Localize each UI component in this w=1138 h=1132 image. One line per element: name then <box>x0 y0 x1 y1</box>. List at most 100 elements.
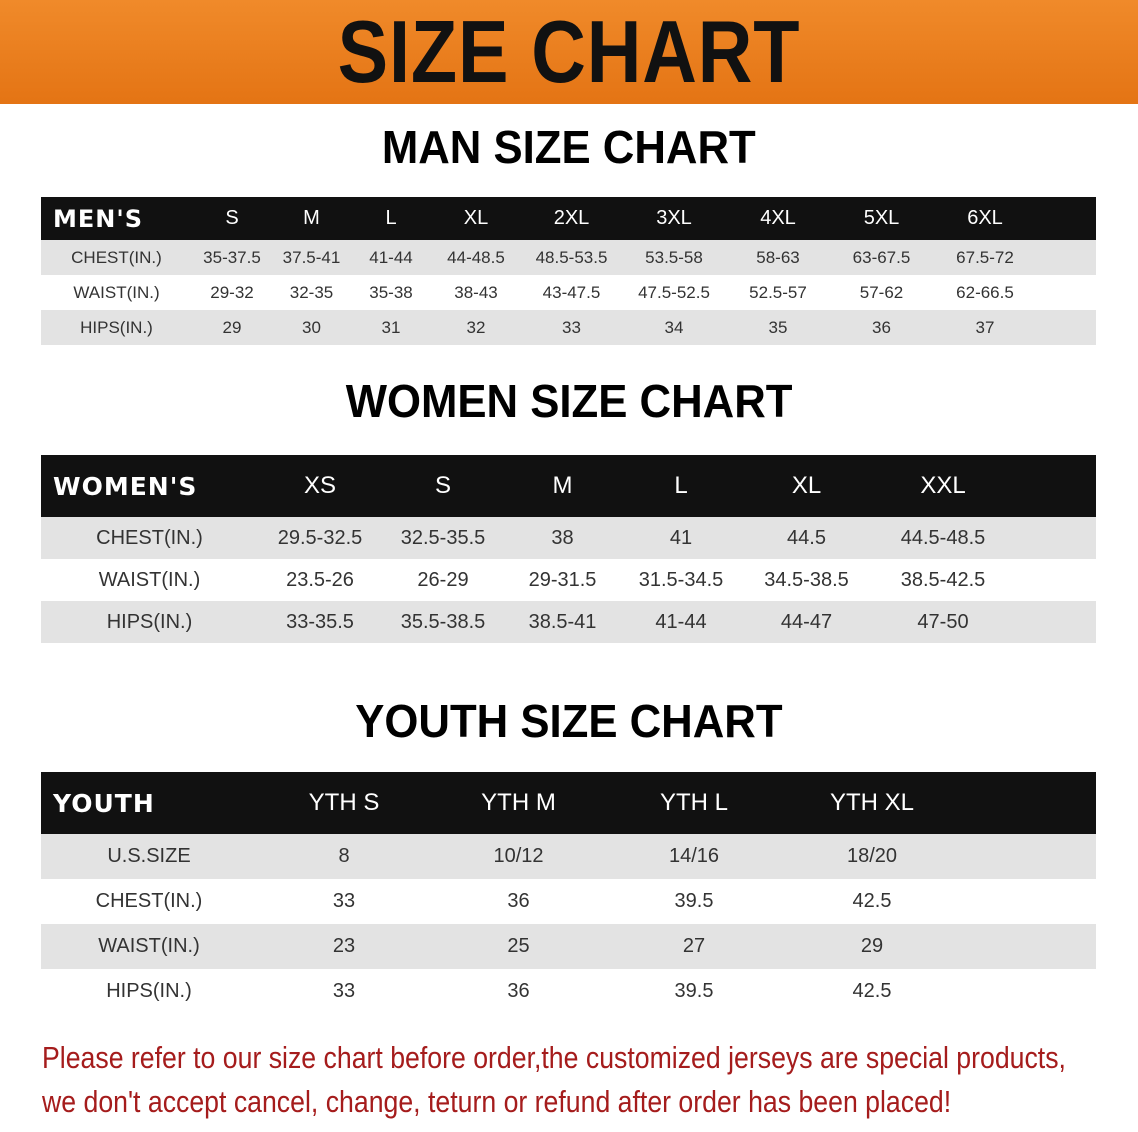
size-header: XL <box>431 197 521 240</box>
size-value: 42.5 <box>782 969 962 1014</box>
table-row: HIPS(IN.) 29 30 31 32 33 34 35 36 37 <box>41 310 1096 345</box>
size-header <box>1014 455 1096 517</box>
size-header: YTH L <box>606 772 782 834</box>
size-value <box>962 834 1096 879</box>
size-header: YTH XL <box>782 772 962 834</box>
size-value: 35-38 <box>351 275 431 310</box>
size-value: 53.5-58 <box>622 240 726 275</box>
size-value: 42.5 <box>782 879 962 924</box>
men-size-table: MEN'S S M L XL 2XL 3XL 4XL 5XL 6XL CHEST(IN.) 35-37… <box>41 197 1096 345</box>
measurement-label: HIPS(IN.) <box>41 601 258 643</box>
size-value: 63-67.5 <box>830 240 933 275</box>
notice-line-2: we don't accept cancel, change, teturn o… <box>42 1084 952 1119</box>
size-value <box>1014 601 1096 643</box>
women-size-table: WOMEN'S XS S M L XL XXL CHEST(IN.) 29.5-32.5 32.5… <box>41 455 1096 643</box>
size-value: 29-31.5 <box>504 559 621 601</box>
size-value <box>1037 310 1096 345</box>
table-row: HIPS(IN.) 33 36 39.5 42.5 <box>41 969 1096 1014</box>
size-value <box>1037 240 1096 275</box>
size-value: 47.5-52.5 <box>622 275 726 310</box>
size-value: 58-63 <box>726 240 830 275</box>
size-chart-banner: SIZE CHART <box>0 0 1138 104</box>
size-value: 32 <box>431 310 521 345</box>
women-heading: WOMEN SIZE CHART <box>345 375 793 427</box>
size-value: 38.5-41 <box>504 601 621 643</box>
size-value: 33-35.5 <box>258 601 382 643</box>
size-value: 34.5-38.5 <box>741 559 872 601</box>
size-header: L <box>351 197 431 240</box>
size-value: 33 <box>257 969 431 1014</box>
size-value: 52.5-57 <box>726 275 830 310</box>
size-value: 29 <box>782 924 962 969</box>
size-value: 34 <box>622 310 726 345</box>
size-value: 32.5-35.5 <box>382 517 504 559</box>
size-value: 29 <box>192 310 272 345</box>
measurement-label: HIPS(IN.) <box>41 969 257 1014</box>
size-value: 23 <box>257 924 431 969</box>
size-value: 38.5-42.5 <box>872 559 1014 601</box>
measurement-label: CHEST(IN.) <box>41 517 258 559</box>
size-value: 41 <box>621 517 741 559</box>
measurement-label: U.S.SIZE <box>41 834 257 879</box>
size-value <box>962 924 1096 969</box>
size-value: 41-44 <box>351 240 431 275</box>
size-header: L <box>621 455 741 517</box>
size-header <box>962 772 1096 834</box>
size-value: 67.5-72 <box>933 240 1037 275</box>
size-value: 8 <box>257 834 431 879</box>
size-value: 10/12 <box>431 834 606 879</box>
size-value: 31 <box>351 310 431 345</box>
measurement-label: WAIST(IN.) <box>41 275 192 310</box>
size-value: 41-44 <box>621 601 741 643</box>
youth-table-label: YOUTH <box>41 772 257 834</box>
size-header: YTH S <box>257 772 431 834</box>
size-value: 36 <box>431 879 606 924</box>
measurement-label: CHEST(IN.) <box>41 240 192 275</box>
size-header: S <box>192 197 272 240</box>
measurement-label: WAIST(IN.) <box>41 559 258 601</box>
size-value: 36 <box>431 969 606 1014</box>
size-header: 2XL <box>521 197 622 240</box>
measurement-label: WAIST(IN.) <box>41 924 257 969</box>
size-value: 35.5-38.5 <box>382 601 504 643</box>
size-header: 6XL <box>933 197 1037 240</box>
table-row: CHEST(IN.) 35-37.5 37.5-41 41-44 44-48.5 48.5… <box>41 240 1096 275</box>
size-header: XL <box>741 455 872 517</box>
size-value: 33 <box>521 310 622 345</box>
size-value: 33 <box>257 879 431 924</box>
size-value: 25 <box>431 924 606 969</box>
size-header: XS <box>258 455 382 517</box>
banner-title: SIZE CHART <box>337 2 801 101</box>
table-row: U.S.SIZE 8 10/12 14/16 18/20 <box>41 834 1096 879</box>
size-value: 44-48.5 <box>431 240 521 275</box>
size-value: 37 <box>933 310 1037 345</box>
size-value <box>962 969 1096 1014</box>
youth-heading: YOUTH SIZE CHART <box>355 695 783 747</box>
size-value: 57-62 <box>830 275 933 310</box>
size-value: 37.5-41 <box>272 240 351 275</box>
size-value: 31.5-34.5 <box>621 559 741 601</box>
table-row: WAIST(IN.) 23.5-26 26-29 29-31.5 31.5-34.5 34… <box>41 559 1096 601</box>
size-value: 35 <box>726 310 830 345</box>
size-value: 48.5-53.5 <box>521 240 622 275</box>
size-header: M <box>272 197 351 240</box>
size-value: 30 <box>272 310 351 345</box>
size-value: 32-35 <box>272 275 351 310</box>
size-value: 26-29 <box>382 559 504 601</box>
size-header: XXL <box>872 455 1014 517</box>
men-header-row: MEN'S S M L XL 2XL 3XL 4XL 5XL 6XL <box>41 197 1096 240</box>
women-table-label: WOMEN'S <box>41 455 258 517</box>
size-header: S <box>382 455 504 517</box>
order-notice: Please refer to our size chart before or… <box>42 1036 1066 1124</box>
size-value: 44-47 <box>741 601 872 643</box>
table-row: CHEST(IN.) 33 36 39.5 42.5 <box>41 879 1096 924</box>
table-row: CHEST(IN.) 29.5-32.5 32.5-35.5 38 41 44.5 44.5… <box>41 517 1096 559</box>
youth-header-row: YOUTH YTH S YTH M YTH L YTH XL <box>41 772 1096 834</box>
size-value: 23.5-26 <box>258 559 382 601</box>
size-header: YTH M <box>431 772 606 834</box>
table-row: WAIST(IN.) 29-32 32-35 35-38 38-43 43-47.5 47.… <box>41 275 1096 310</box>
size-value: 38-43 <box>431 275 521 310</box>
size-header: 3XL <box>622 197 726 240</box>
size-header <box>1037 197 1096 240</box>
size-value: 35-37.5 <box>192 240 272 275</box>
